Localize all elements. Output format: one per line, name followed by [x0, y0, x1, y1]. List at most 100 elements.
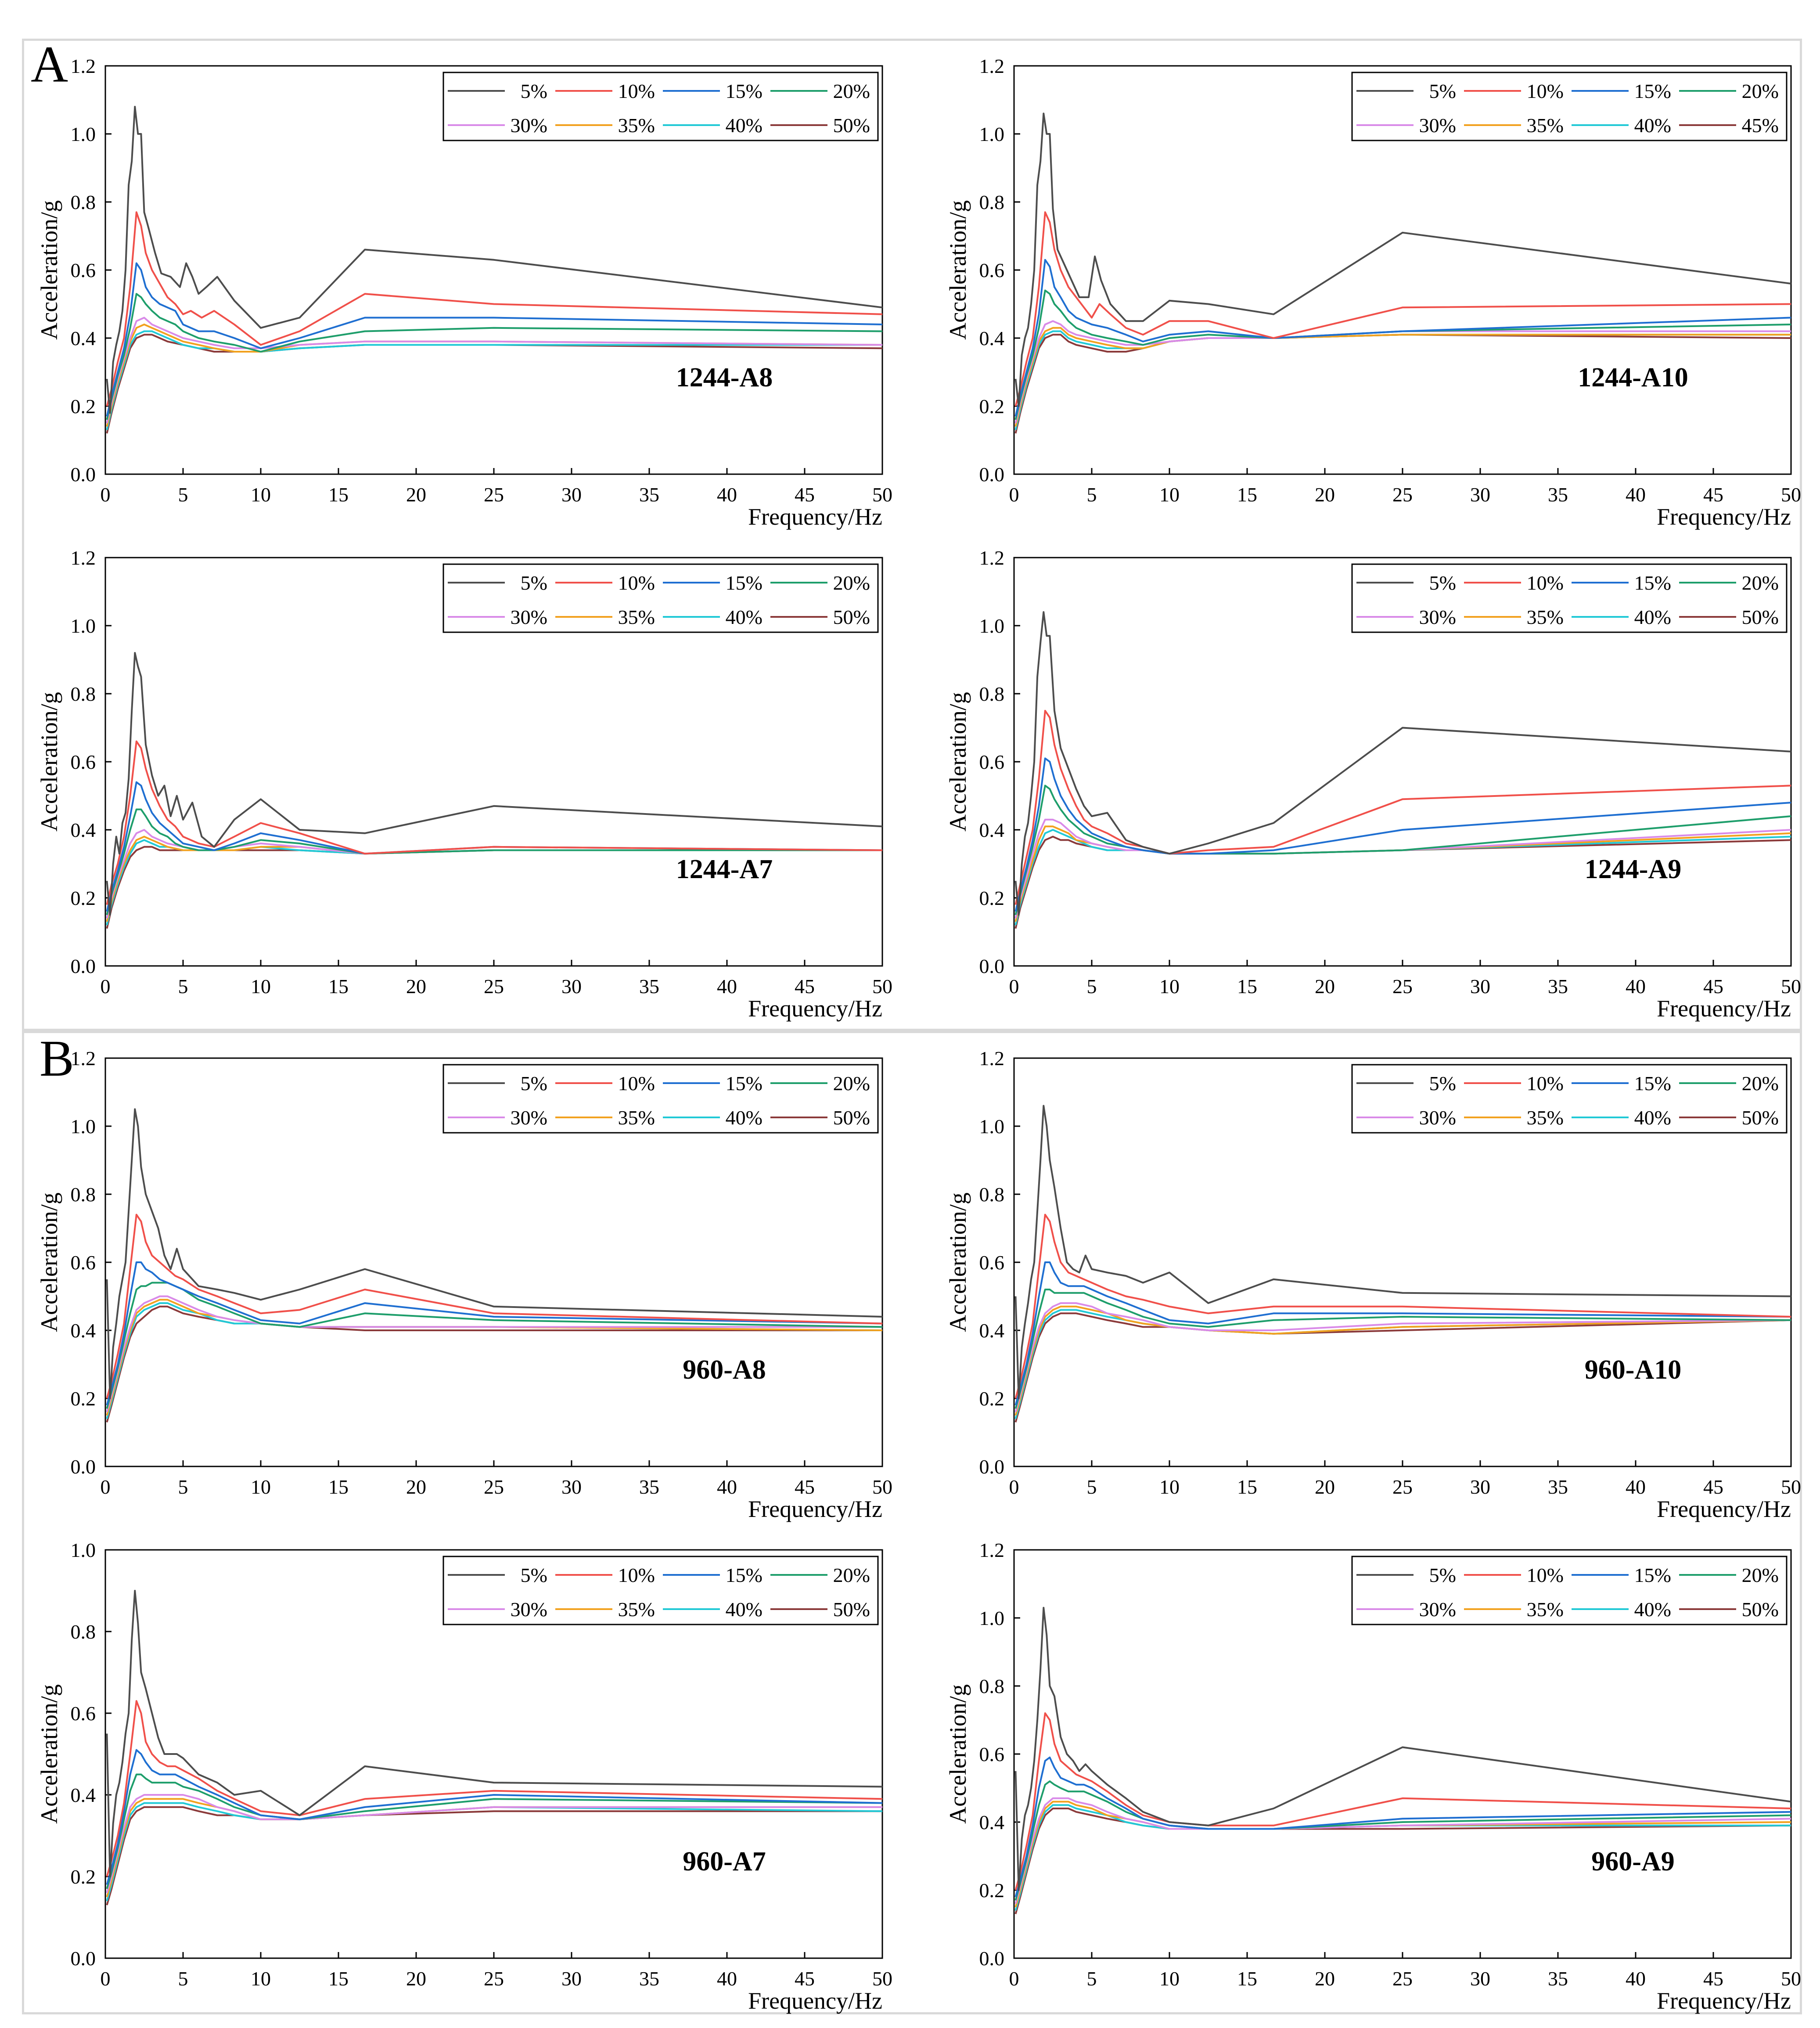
legend-box: [1351, 563, 1788, 633]
y-axis-label: Acceleration/g: [945, 1684, 971, 1824]
sample-label: 1244-A9: [1585, 854, 1681, 884]
legend-entry: 10%: [1527, 572, 1564, 594]
y-tick-label: 0.8: [71, 683, 96, 705]
y-tick-label: 1.0: [71, 1115, 96, 1138]
legend-entry: 40%: [726, 1106, 763, 1129]
x-tick-label: 15: [1237, 1476, 1257, 1498]
legend-entry: 45%: [1742, 114, 1779, 137]
y-tick-label: 1.0: [71, 615, 96, 637]
sample-label: 1244-A8: [676, 363, 773, 393]
series-line-10pct: [106, 1214, 883, 1399]
x-tick-label: 25: [484, 975, 504, 998]
x-axis-label: Frequency/Hz: [1657, 1988, 1791, 2014]
series-line-20pct: [1014, 289, 1791, 420]
series-line-10pct: [1014, 211, 1791, 407]
x-tick-label: 50: [872, 483, 892, 506]
y-tick-label: 0.2: [979, 1879, 1005, 1902]
legend-entry: 40%: [1634, 114, 1671, 137]
y-tick-label: 0.6: [979, 1251, 1005, 1274]
x-tick-label: 45: [795, 483, 815, 506]
series-line-15pct: [106, 1749, 883, 1885]
y-tick-label: 1.2: [71, 1047, 96, 1070]
x-tick-label: 40: [1626, 1967, 1646, 1990]
x-tick-label: 35: [639, 1476, 659, 1498]
x-tick-label: 30: [561, 1476, 582, 1498]
legend-entry: 40%: [726, 114, 763, 137]
series-line-15pct: [106, 262, 883, 417]
y-tick-label: 1.2: [979, 55, 1005, 77]
x-tick-label: 25: [1392, 1967, 1413, 1990]
legend-entry: 20%: [833, 1564, 870, 1586]
y-tick-label: 0.0: [979, 463, 1005, 486]
y-tick-label: 1.0: [979, 615, 1005, 637]
y-tick-label: 1.0: [979, 123, 1005, 145]
legend-entry: 30%: [511, 1106, 547, 1129]
x-tick-label: 35: [1548, 1967, 1568, 1990]
y-axis-label: Acceleration/g: [945, 200, 971, 340]
legend-entry: 35%: [1527, 114, 1564, 137]
x-tick-label: 50: [872, 975, 892, 998]
legend-entry: 10%: [1527, 80, 1564, 102]
x-tick-label: 5: [1087, 483, 1097, 506]
y-tick-label: 1.2: [71, 55, 96, 77]
x-tick-label: 5: [178, 483, 188, 506]
y-tick-label: 0.6: [71, 751, 96, 773]
legend-entry: 35%: [1527, 1106, 1564, 1129]
x-tick-label: 35: [1548, 975, 1568, 998]
x-tick-label: 30: [561, 483, 582, 506]
chart-960-a7: 0 5 10 15 20 25 30 35 40 45 50 0.0 0.2 0.4 0.6 0.8 1.0 Fr…: [36, 1539, 892, 2014]
series-line-15pct: [106, 1261, 883, 1406]
legend-entry: 20%: [1742, 80, 1779, 102]
series-line-30pct: [1014, 320, 1791, 424]
sample-label: 960-A7: [683, 1847, 766, 1877]
panel-a-letter: A: [31, 36, 68, 93]
chart-1244-a7: 0 5 10 15 20 25 30 35 40 45 50 0.0 0.2 0.4 0.6 0.8 1.0 1.…: [36, 547, 892, 1022]
legend-entry: 50%: [833, 606, 870, 628]
y-axis-label: Acceleration/g: [36, 200, 62, 340]
x-tick-label: 20: [1315, 483, 1335, 506]
y-tick-label: 0.8: [71, 1183, 96, 1206]
legend-entry: 40%: [726, 606, 763, 628]
x-tick-label: 30: [561, 975, 582, 998]
x-tick-label: 5: [1087, 1476, 1097, 1498]
series-line-10pct: [106, 211, 883, 407]
y-tick-label: 0.0: [71, 1455, 96, 1478]
x-tick-label: 0: [101, 483, 111, 506]
x-tick-label: 25: [1392, 1476, 1413, 1498]
legend-entry: 40%: [1634, 606, 1671, 628]
x-tick-label: 20: [1315, 1967, 1335, 1990]
x-tick-label: 15: [328, 975, 349, 998]
x-tick-label: 0: [1009, 1967, 1019, 1990]
series-line-5pct: [1014, 1607, 1791, 1891]
x-axis-label: Frequency/Hz: [1657, 1496, 1791, 1522]
y-tick-label: 0.6: [71, 1702, 96, 1725]
x-tick-label: 5: [178, 1476, 188, 1498]
sample-label: 1244-A7: [676, 854, 773, 884]
chart-960-a9: 0 5 10 15 20 25 30 35 40 45 50 0.0 0.2 0.4 0.6 0.8 1.0 1.…: [945, 1539, 1801, 2014]
y-tick-label: 0.6: [979, 751, 1005, 773]
panel-b-frame: [22, 1031, 1802, 2014]
x-tick-label: 30: [561, 1967, 582, 1990]
legend-entry: 10%: [1527, 1072, 1564, 1095]
y-tick-label: 0.4: [979, 327, 1005, 349]
legend-entry: 35%: [1527, 606, 1564, 628]
legend-entry: 10%: [1527, 1564, 1564, 1586]
x-axis-label: Frequency/Hz: [748, 1496, 882, 1522]
x-tick-label: 10: [1159, 1476, 1180, 1498]
x-tick-label: 40: [1626, 975, 1646, 998]
legend-entry: 15%: [726, 572, 763, 594]
legend-entry: 30%: [1419, 606, 1456, 628]
y-tick-label: 0.6: [71, 1251, 96, 1274]
legend-entry: 50%: [1742, 606, 1779, 628]
y-axis-label: Acceleration/g: [36, 1192, 62, 1332]
x-tick-label: 15: [328, 1967, 349, 1990]
chart-1244-a10: 0 5 10 15 20 25 30 35 40 45 50 0.0 0.2 0.4 0.6 0.8 1.0 1.…: [945, 55, 1801, 530]
legend-box: [1351, 1064, 1788, 1134]
x-tick-label: 50: [872, 1476, 892, 1498]
y-tick-label: 1.0: [71, 123, 96, 145]
y-tick-label: 0.8: [71, 191, 96, 213]
x-tick-label: 15: [1237, 1967, 1257, 1990]
legend-box: [1351, 1556, 1788, 1625]
y-tick-label: 1.0: [71, 1539, 96, 1561]
y-tick-label: 0.4: [71, 1319, 96, 1342]
